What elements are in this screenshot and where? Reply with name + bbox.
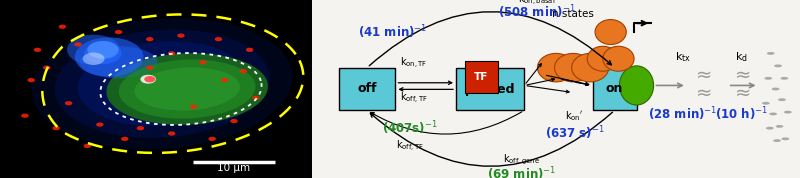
Circle shape bbox=[774, 64, 782, 67]
Ellipse shape bbox=[119, 59, 255, 119]
Text: (41 min)$^{-1}$: (41 min)$^{-1}$ bbox=[358, 23, 427, 41]
Circle shape bbox=[140, 75, 156, 84]
Circle shape bbox=[240, 69, 247, 73]
Circle shape bbox=[773, 139, 781, 142]
FancyBboxPatch shape bbox=[465, 61, 498, 93]
Ellipse shape bbox=[87, 41, 118, 59]
Ellipse shape bbox=[67, 35, 120, 65]
Ellipse shape bbox=[554, 53, 592, 82]
Circle shape bbox=[214, 37, 222, 41]
Text: $\mathsf{k_{off,TF}}$: $\mathsf{k_{off,TF}}$ bbox=[396, 138, 423, 153]
Circle shape bbox=[146, 66, 154, 70]
Circle shape bbox=[199, 60, 206, 64]
Circle shape bbox=[230, 119, 238, 123]
Circle shape bbox=[766, 127, 774, 130]
Text: n states: n states bbox=[552, 9, 594, 19]
Ellipse shape bbox=[595, 20, 626, 44]
Ellipse shape bbox=[79, 46, 158, 78]
Circle shape bbox=[168, 131, 175, 136]
Text: (508 min)$^{-1}$: (508 min)$^{-1}$ bbox=[498, 4, 575, 21]
Circle shape bbox=[115, 30, 122, 34]
Circle shape bbox=[53, 126, 60, 130]
Circle shape bbox=[770, 112, 777, 115]
Ellipse shape bbox=[603, 46, 634, 71]
Text: $\approx$: $\approx$ bbox=[692, 65, 713, 84]
Circle shape bbox=[137, 126, 144, 130]
Ellipse shape bbox=[538, 53, 574, 82]
Ellipse shape bbox=[106, 53, 268, 125]
FancyBboxPatch shape bbox=[339, 68, 395, 110]
Ellipse shape bbox=[84, 43, 122, 64]
FancyBboxPatch shape bbox=[593, 68, 637, 110]
Circle shape bbox=[43, 66, 50, 70]
Text: (28 min)$^{-1}$: (28 min)$^{-1}$ bbox=[648, 105, 718, 123]
Circle shape bbox=[781, 77, 788, 80]
Ellipse shape bbox=[55, 30, 270, 138]
Circle shape bbox=[764, 77, 772, 80]
Circle shape bbox=[252, 96, 259, 100]
Circle shape bbox=[767, 52, 774, 55]
Text: (637 s)$^{-1}$: (637 s)$^{-1}$ bbox=[545, 125, 605, 142]
Text: (407s)$^{-1}$: (407s)$^{-1}$ bbox=[382, 119, 438, 137]
Circle shape bbox=[178, 33, 185, 38]
Circle shape bbox=[190, 105, 197, 109]
Circle shape bbox=[84, 144, 91, 148]
Circle shape bbox=[146, 37, 154, 41]
Ellipse shape bbox=[75, 37, 143, 77]
Circle shape bbox=[65, 101, 72, 105]
Circle shape bbox=[762, 102, 770, 105]
Text: (10 h)$^{-1}$: (10 h)$^{-1}$ bbox=[715, 105, 768, 123]
Circle shape bbox=[209, 137, 216, 141]
FancyBboxPatch shape bbox=[456, 68, 524, 110]
Circle shape bbox=[27, 78, 35, 82]
Text: $\approx$: $\approx$ bbox=[692, 83, 713, 102]
Circle shape bbox=[121, 137, 129, 141]
Circle shape bbox=[784, 111, 792, 114]
Circle shape bbox=[775, 125, 783, 128]
Text: $\mathsf{k_{tx}}$: $\mathsf{k_{tx}}$ bbox=[675, 50, 691, 64]
Circle shape bbox=[96, 122, 103, 127]
Text: TF: TF bbox=[474, 72, 489, 82]
Circle shape bbox=[143, 77, 153, 82]
Circle shape bbox=[168, 51, 175, 56]
Ellipse shape bbox=[0, 0, 468, 178]
Text: $\mathsf{k_{on,basal}}$: $\mathsf{k_{on,basal}}$ bbox=[518, 0, 555, 7]
Circle shape bbox=[34, 48, 41, 52]
Text: $\approx$: $\approx$ bbox=[731, 83, 751, 102]
Circle shape bbox=[772, 88, 779, 90]
Ellipse shape bbox=[619, 66, 654, 105]
Text: $\mathsf{k_{on,TF}}$: $\mathsf{k_{on,TF}}$ bbox=[400, 56, 427, 71]
Text: off: off bbox=[357, 82, 377, 96]
Text: $\mathsf{k_{off,TF}}$: $\mathsf{k_{off,TF}}$ bbox=[400, 91, 428, 106]
Ellipse shape bbox=[82, 53, 105, 65]
Circle shape bbox=[74, 42, 82, 47]
Ellipse shape bbox=[32, 18, 293, 149]
Circle shape bbox=[221, 78, 228, 82]
Circle shape bbox=[782, 137, 790, 140]
Ellipse shape bbox=[134, 67, 240, 111]
Ellipse shape bbox=[78, 41, 246, 126]
Circle shape bbox=[246, 48, 254, 52]
Circle shape bbox=[22, 114, 29, 118]
Circle shape bbox=[144, 76, 155, 82]
Text: 10 μm: 10 μm bbox=[218, 163, 250, 173]
Text: on: on bbox=[606, 82, 623, 96]
Text: (69 min)$^{-1}$: (69 min)$^{-1}$ bbox=[487, 166, 557, 178]
Circle shape bbox=[778, 98, 786, 101]
Text: $\approx$: $\approx$ bbox=[731, 65, 751, 84]
Ellipse shape bbox=[572, 53, 609, 82]
Text: $\mathsf{k_{on}}'$: $\mathsf{k_{on}}'$ bbox=[566, 109, 584, 123]
Ellipse shape bbox=[587, 46, 618, 71]
Circle shape bbox=[58, 25, 66, 29]
Text: $\mathsf{k_{d}}$: $\mathsf{k_{d}}$ bbox=[735, 50, 748, 64]
Text: primed: primed bbox=[466, 82, 515, 96]
Text: $\mathsf{k_{off,gene}}$: $\mathsf{k_{off,gene}}$ bbox=[503, 153, 540, 167]
